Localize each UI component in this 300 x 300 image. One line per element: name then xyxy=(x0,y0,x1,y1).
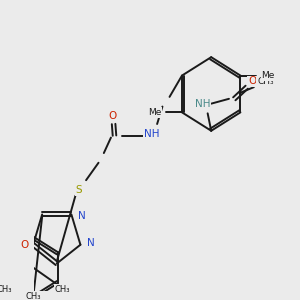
Text: O: O xyxy=(20,240,28,250)
Text: O: O xyxy=(109,111,117,121)
Text: Me: Me xyxy=(261,71,274,80)
Text: Me: Me xyxy=(148,108,161,117)
Text: N: N xyxy=(87,238,95,248)
Text: N: N xyxy=(78,212,86,221)
Text: NH: NH xyxy=(195,99,210,109)
Text: S: S xyxy=(76,185,82,195)
Text: CH₃: CH₃ xyxy=(55,284,70,293)
Text: CH₃: CH₃ xyxy=(26,292,41,300)
Text: CH₃: CH₃ xyxy=(257,77,274,86)
Text: O: O xyxy=(248,76,256,86)
Text: NH: NH xyxy=(144,129,160,139)
Text: CH₃: CH₃ xyxy=(0,284,12,293)
